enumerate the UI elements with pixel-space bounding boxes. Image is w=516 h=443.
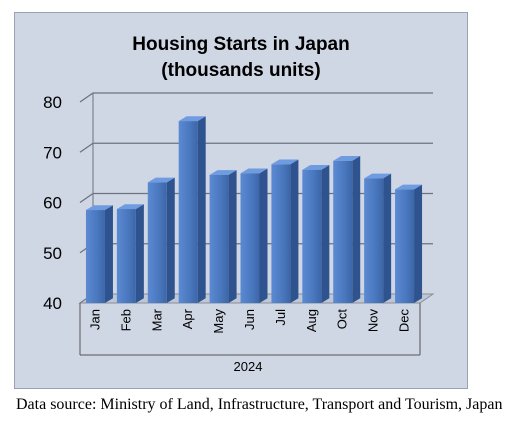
x-tick-label: Jul bbox=[273, 309, 288, 326]
x-tick-label: Jun bbox=[242, 309, 257, 330]
bar-side bbox=[197, 116, 206, 303]
bars bbox=[85, 116, 423, 303]
x-tick-label: Feb bbox=[118, 309, 133, 331]
bar-side bbox=[228, 170, 237, 303]
chart-title: Housing Starts in Japan bbox=[132, 34, 349, 55]
bar-side bbox=[290, 159, 299, 303]
bar-front bbox=[302, 169, 322, 303]
bar-may bbox=[209, 170, 237, 303]
y-tick-label: 50 bbox=[43, 244, 62, 263]
bar-front bbox=[116, 209, 136, 303]
x-tick-label: Jan bbox=[87, 309, 102, 330]
bar-top bbox=[271, 159, 299, 165]
bar-side bbox=[321, 165, 330, 303]
bar-jul bbox=[271, 159, 299, 303]
bar-front bbox=[147, 182, 167, 303]
x-tick-label: May bbox=[211, 309, 226, 334]
bar-oct bbox=[333, 155, 361, 303]
bar-side bbox=[352, 155, 361, 303]
x-tick-label: Oct bbox=[335, 309, 350, 330]
bar-top bbox=[240, 168, 268, 174]
bar-side bbox=[104, 205, 113, 303]
chart-subtitle: (thousands units) bbox=[161, 60, 320, 81]
bar-top bbox=[178, 116, 206, 122]
bar-front bbox=[333, 160, 353, 303]
y-axis: 40 50 60 70 80 bbox=[43, 93, 62, 313]
bar-side bbox=[383, 173, 392, 303]
y-tick-label: 70 bbox=[43, 143, 62, 162]
bar-dec bbox=[395, 184, 423, 303]
bar-top bbox=[209, 170, 237, 175]
bar-front bbox=[209, 174, 229, 303]
bar-top bbox=[116, 204, 144, 210]
bar-front bbox=[395, 189, 415, 303]
bar-top bbox=[364, 173, 392, 179]
bar-jan bbox=[85, 205, 113, 303]
bar-front bbox=[271, 164, 291, 303]
x-tick-label: Dec bbox=[397, 309, 412, 333]
bar-jun bbox=[240, 168, 268, 303]
bar-top bbox=[302, 165, 330, 170]
y-tick-label: 80 bbox=[43, 93, 62, 112]
gridline bbox=[79, 92, 433, 103]
x-tick-label: Aug bbox=[304, 309, 319, 332]
bar-front bbox=[364, 178, 384, 303]
y-tick-label: 40 bbox=[43, 294, 62, 313]
bar-top bbox=[333, 155, 361, 161]
x-tick-label: Nov bbox=[366, 309, 381, 333]
x-tick-label: Apr bbox=[180, 308, 195, 329]
housing-starts-chart: Housing Starts in Japan (thousands units… bbox=[43, 34, 435, 374]
bar-front bbox=[85, 210, 105, 303]
bar-top bbox=[395, 184, 423, 190]
bar-apr bbox=[178, 116, 206, 303]
bar-top bbox=[147, 177, 175, 183]
bar-side bbox=[166, 177, 175, 303]
bar-mar bbox=[147, 177, 175, 303]
x-tick-label: Mar bbox=[149, 308, 164, 331]
bar-side bbox=[414, 184, 423, 303]
bar-front bbox=[178, 121, 198, 303]
x-axis: Jan Feb Mar Apr May Jun Jul Aug Oct Nov Dec bbox=[87, 308, 411, 333]
gridline bbox=[79, 142, 433, 153]
y-tick-label: 60 bbox=[43, 194, 62, 213]
bar-nov bbox=[364, 173, 392, 303]
bar-side bbox=[259, 168, 268, 303]
data-source-caption: Data source: Ministry of Land, Infrastru… bbox=[16, 396, 503, 413]
bar-side bbox=[135, 204, 144, 303]
bar-front bbox=[240, 173, 260, 303]
bar-feb bbox=[116, 204, 144, 303]
x-group-label: 2024 bbox=[234, 359, 263, 374]
bar-aug bbox=[302, 165, 330, 303]
bar-top bbox=[85, 205, 113, 211]
